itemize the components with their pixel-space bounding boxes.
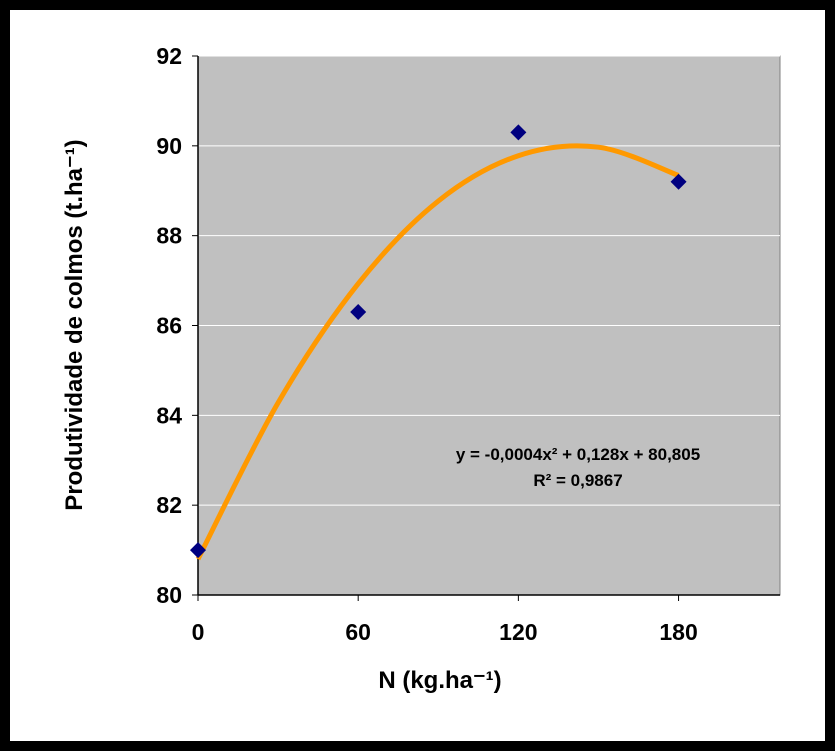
x-tick-label: 0 xyxy=(192,619,205,645)
y-tick-label: 82 xyxy=(156,492,182,518)
trend-equation: y = -0,0004x² + 0,128x + 80,805 xyxy=(456,445,700,464)
y-tick-label: 88 xyxy=(156,223,182,249)
data-point xyxy=(350,304,367,321)
y-tick-label: 86 xyxy=(156,313,182,339)
x-tick-label: 60 xyxy=(345,619,371,645)
data-point xyxy=(670,173,687,190)
y-tick-label: 92 xyxy=(156,43,182,69)
data-point xyxy=(190,542,206,559)
plot-area xyxy=(197,55,781,596)
x-tick-label: 120 xyxy=(499,619,537,645)
y-tick-label: 84 xyxy=(156,402,182,428)
x-axis-label: N (kg.ha⁻¹) xyxy=(378,667,501,694)
y-tick-label: 90 xyxy=(156,133,182,159)
x-tick-label: 180 xyxy=(659,619,697,645)
y-tick-label: 80 xyxy=(156,582,182,608)
trend-r2: R² = 0,9867 xyxy=(533,471,622,490)
data-point xyxy=(510,124,527,141)
y-axis-label: Produtividade de colmos (t.ha⁻¹) xyxy=(61,139,88,510)
trendline xyxy=(195,143,680,561)
